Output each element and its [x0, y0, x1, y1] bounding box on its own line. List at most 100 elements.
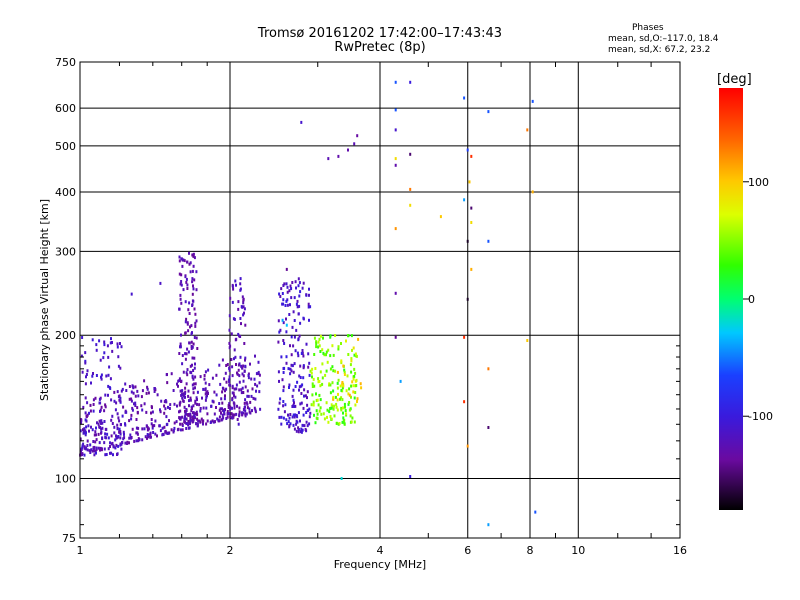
data-point	[354, 379, 357, 383]
data-point	[240, 391, 243, 395]
data-point	[186, 321, 189, 325]
data-point	[233, 413, 236, 417]
data-point	[238, 410, 241, 414]
data-point	[120, 389, 123, 393]
data-point	[251, 387, 254, 391]
data-point	[259, 407, 262, 411]
data-point	[192, 287, 195, 291]
data-point	[297, 312, 300, 316]
data-point	[298, 294, 301, 298]
data-point	[195, 288, 198, 292]
data-point	[121, 414, 124, 418]
x-mode-phase-stats: mean, sd,X: 67.2, 23.2	[608, 45, 711, 55]
data-point	[194, 386, 196, 390]
data-point	[85, 425, 88, 429]
data-point	[195, 319, 198, 323]
data-point	[308, 415, 311, 419]
data-point	[95, 446, 98, 450]
data-point	[306, 403, 309, 407]
data-point	[468, 180, 471, 184]
data-point	[288, 386, 290, 389]
data-point	[308, 407, 311, 411]
data-point	[206, 394, 208, 398]
x-tick-label: 1	[77, 544, 84, 557]
data-point	[97, 446, 100, 450]
data-point	[214, 420, 216, 424]
data-point	[96, 421, 98, 425]
data-point	[347, 392, 350, 396]
data-point	[184, 357, 187, 361]
data-point	[199, 420, 202, 424]
data-point	[293, 427, 296, 431]
data-point	[243, 307, 246, 311]
data-point	[300, 427, 303, 431]
data-point	[92, 446, 95, 450]
data-point	[257, 360, 260, 364]
data-point	[110, 337, 112, 341]
data-point	[181, 264, 184, 268]
data-point	[215, 393, 218, 397]
data-point	[135, 426, 138, 430]
data-point	[295, 302, 298, 306]
data-point	[119, 436, 122, 440]
data-point	[122, 437, 125, 441]
data-point	[312, 377, 315, 381]
plot-frame	[79, 61, 681, 539]
data-point	[317, 340, 320, 344]
data-point	[121, 441, 124, 445]
data-point	[187, 329, 190, 333]
data-point	[185, 422, 188, 425]
data-point	[297, 337, 300, 341]
data-point	[109, 387, 112, 390]
data-point	[322, 412, 325, 416]
data-point	[107, 393, 109, 397]
data-point	[289, 422, 292, 426]
data-point	[190, 344, 193, 348]
data-point	[95, 343, 98, 347]
data-point	[190, 347, 193, 350]
data-point	[346, 374, 349, 378]
data-point	[191, 277, 194, 281]
data-point	[242, 301, 245, 305]
data-point	[81, 370, 84, 374]
data-point	[192, 254, 195, 258]
data-point	[341, 382, 344, 386]
data-point	[181, 393, 184, 396]
data-point	[218, 415, 221, 419]
data-point	[226, 410, 229, 413]
data-point	[130, 436, 132, 440]
data-point	[181, 422, 184, 426]
data-point	[159, 410, 162, 414]
data-point	[160, 399, 163, 403]
colorbar-ticks: -100 0 100	[743, 176, 773, 423]
data-point	[237, 422, 240, 426]
data-point	[98, 441, 101, 445]
data-point	[195, 422, 198, 426]
data-point	[106, 432, 109, 436]
data-point	[242, 408, 245, 411]
data-point	[183, 259, 186, 263]
data-point	[119, 423, 122, 427]
data-point	[173, 421, 176, 425]
x-tick-label: 6	[464, 544, 471, 557]
data-point	[394, 128, 397, 132]
data-point	[290, 369, 293, 373]
data-point	[150, 422, 153, 426]
data-point	[179, 293, 182, 297]
data-point	[291, 415, 294, 419]
data-point	[104, 432, 107, 436]
data-point	[192, 404, 195, 408]
data-point	[184, 415, 186, 419]
data-point	[84, 382, 87, 386]
data-point	[308, 287, 310, 291]
data-point	[394, 291, 397, 295]
data-point	[321, 376, 324, 380]
data-point	[116, 345, 119, 349]
data-point	[288, 383, 291, 387]
data-point	[487, 367, 490, 371]
data-point	[122, 405, 125, 409]
data-point	[220, 397, 223, 401]
data-point	[239, 277, 242, 281]
data-point	[316, 412, 319, 416]
data-point	[302, 406, 305, 410]
